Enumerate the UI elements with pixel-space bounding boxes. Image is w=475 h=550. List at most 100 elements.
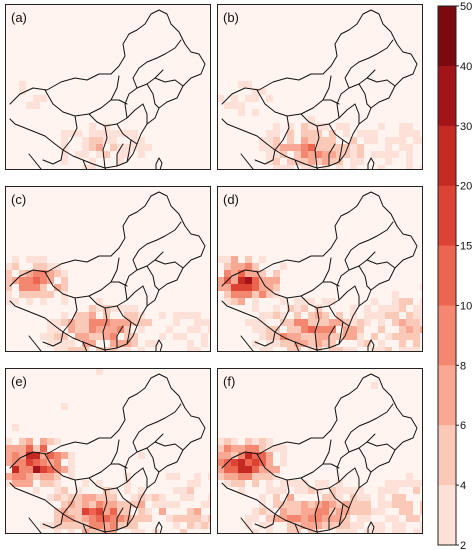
grid-cell — [110, 515, 117, 522]
grid-cell — [201, 515, 208, 522]
grid-cell — [131, 522, 138, 529]
map-panel: (c) — [5, 186, 211, 352]
grid-cell — [96, 144, 103, 151]
grid-cell — [301, 340, 308, 347]
grid-cell — [96, 305, 103, 312]
grid-cell — [82, 312, 89, 319]
grid-cell — [187, 347, 194, 352]
grid-cell — [19, 452, 26, 459]
grid-cell — [89, 305, 96, 312]
grid-cell — [61, 312, 68, 319]
grid-cell — [110, 494, 117, 501]
grid-cell — [266, 487, 273, 494]
grid-cell — [110, 340, 117, 347]
grid-cell — [117, 515, 124, 522]
grid-cell — [68, 340, 75, 347]
grid-cell — [82, 151, 89, 158]
grid-cell — [110, 522, 117, 529]
grid-cell — [301, 333, 308, 340]
grid-cell — [138, 137, 145, 144]
grid-cell — [224, 256, 231, 263]
grid-cell — [406, 347, 413, 352]
grid-cell — [33, 102, 40, 109]
grid-cell — [266, 291, 273, 298]
grid-cell — [194, 508, 201, 515]
grid-cell — [117, 158, 124, 165]
grid-cell — [322, 144, 329, 151]
grid-cell — [68, 508, 75, 515]
grid-cell — [294, 298, 301, 305]
grid-cell — [224, 263, 231, 270]
grid-cell — [308, 116, 315, 123]
grid-cell — [392, 137, 399, 144]
map-panel: (f) — [217, 368, 423, 534]
grid-cell — [280, 480, 287, 487]
grid-cell — [245, 270, 252, 277]
grid-cell — [187, 515, 194, 522]
grid-cell — [357, 487, 364, 494]
grid-cell — [280, 501, 287, 508]
grid-cell — [287, 522, 294, 529]
colorbar-segment — [438, 485, 456, 546]
grid-cell — [392, 494, 399, 501]
grid-cell — [420, 501, 423, 508]
colorbar-tick-label: 20 — [460, 181, 472, 193]
grid-cell — [117, 522, 124, 529]
grid-cell — [259, 291, 266, 298]
grid-cell — [364, 340, 371, 347]
grid-cell — [103, 529, 110, 534]
panel-frame — [5, 4, 211, 170]
grid-cell — [96, 137, 103, 144]
grid-cell — [378, 151, 385, 158]
grid-cell — [266, 452, 273, 459]
grid-cell — [82, 480, 89, 487]
grid-cell — [336, 333, 343, 340]
grid-cell — [329, 319, 336, 326]
grid-cell — [194, 522, 201, 529]
grid-cell — [75, 312, 82, 319]
grid-cell — [273, 137, 280, 144]
grid-cell — [124, 319, 131, 326]
grid-cell — [322, 165, 329, 170]
grid-cell — [208, 473, 211, 480]
grid-cell — [329, 333, 336, 340]
grid-cell — [245, 81, 252, 88]
grid-cell — [117, 130, 124, 137]
grid-cell — [145, 144, 152, 151]
grid-cell — [406, 326, 413, 333]
grid-cell — [266, 480, 273, 487]
grid-cell — [364, 130, 371, 137]
grid-cell — [266, 312, 273, 319]
grid-cell — [89, 529, 96, 534]
grid-cell — [194, 312, 201, 319]
grid-cell — [308, 158, 315, 165]
grid-cell — [201, 319, 208, 326]
grid-cell — [406, 333, 413, 340]
grid-cell — [26, 284, 33, 291]
grid-cell — [287, 333, 294, 340]
grid-cell — [103, 123, 110, 130]
grid-cell — [399, 326, 406, 333]
grid-cell — [47, 452, 54, 459]
grid-cell — [399, 508, 406, 515]
grid-cell — [308, 501, 315, 508]
grid-cell — [420, 165, 423, 170]
grid-cell — [259, 277, 266, 284]
grid-cell — [287, 326, 294, 333]
grid-cell — [315, 326, 322, 333]
grid-cell — [252, 291, 259, 298]
grid-cell — [273, 515, 280, 522]
grid-cell — [357, 333, 364, 340]
grid-cell — [231, 298, 238, 305]
grid-cell — [413, 340, 420, 347]
grid-cell — [392, 305, 399, 312]
grid-cell — [33, 452, 40, 459]
grid-cell — [336, 529, 343, 534]
grid-cell — [350, 347, 357, 352]
grid-cell — [82, 319, 89, 326]
grid-cell — [280, 452, 287, 459]
grid-cell — [273, 151, 280, 158]
grid-cell — [180, 333, 187, 340]
grid-cell — [245, 466, 252, 473]
